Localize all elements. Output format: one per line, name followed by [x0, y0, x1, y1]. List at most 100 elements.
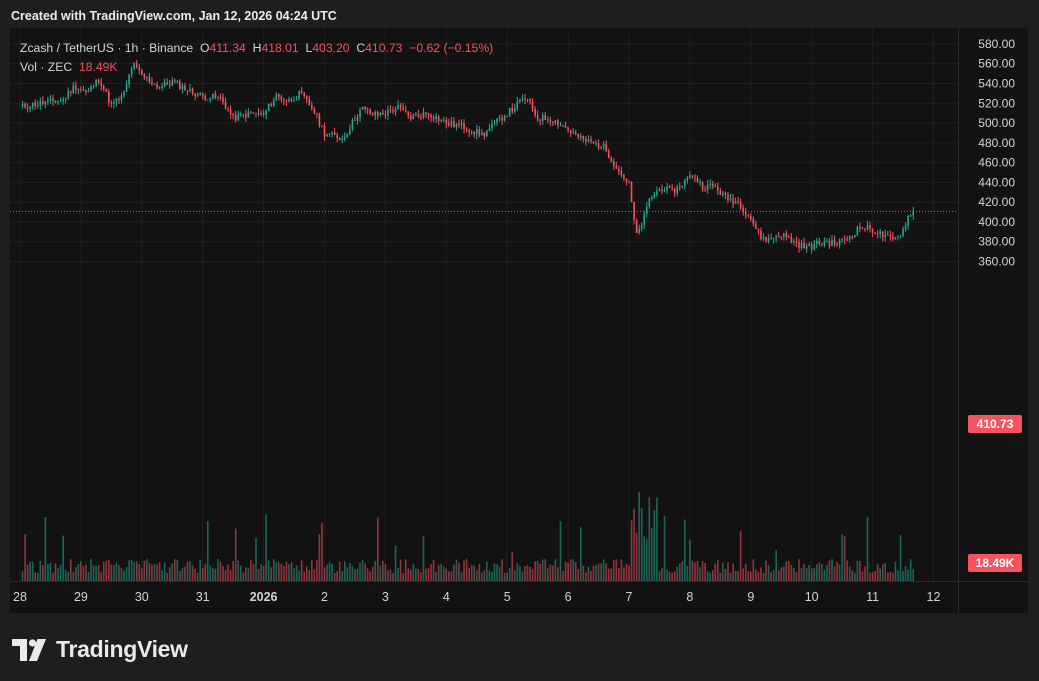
candle-body	[638, 228, 640, 233]
volume-bar	[826, 564, 828, 581]
volume-bar	[521, 571, 524, 581]
volume-bar	[399, 559, 402, 581]
candle-body	[587, 139, 590, 142]
candle-body	[458, 124, 460, 126]
candle-body	[597, 143, 600, 149]
candle-body	[498, 117, 501, 119]
candle-body	[270, 103, 273, 106]
candle-body	[120, 95, 123, 100]
candle-body	[737, 201, 739, 203]
time-tick-label: 31	[196, 590, 210, 604]
volume-bar	[97, 565, 100, 581]
chart-legend: Zcash / TetherUS · 1h · Binance O411.34 …	[20, 39, 493, 77]
volume-bar	[468, 567, 470, 581]
candle-body	[534, 109, 536, 116]
volume-bar	[108, 559, 110, 581]
volume-bar	[196, 572, 199, 581]
candle-body	[691, 175, 694, 177]
volume-bar	[701, 560, 704, 581]
candle-body	[909, 215, 912, 217]
volume-bar	[912, 568, 914, 581]
candle-body	[227, 108, 229, 110]
candle-body	[541, 115, 544, 121]
candle-body	[359, 109, 361, 118]
volume-bar	[704, 562, 706, 581]
tradingview-brand[interactable]: TradingView	[12, 636, 188, 663]
volume-bar	[146, 559, 148, 581]
candle-body	[572, 132, 574, 134]
candle-body	[371, 114, 374, 116]
volume-bar	[49, 562, 52, 581]
candle-body	[666, 186, 668, 191]
candle-body	[29, 107, 31, 109]
price-tick-label: 480.00	[978, 136, 1015, 150]
volume-bar	[26, 564, 29, 581]
candle-body	[859, 227, 861, 229]
volume-bar	[42, 565, 44, 581]
volume-bar	[344, 561, 346, 581]
candle-body	[31, 102, 34, 108]
volume-bar	[453, 564, 455, 581]
volume-bar	[491, 571, 493, 581]
candle-body	[782, 233, 785, 237]
volume-bar	[503, 572, 506, 581]
candle-body	[161, 86, 163, 88]
volume-bar	[130, 559, 133, 581]
volume-bar	[516, 563, 519, 581]
volume-bar	[579, 527, 582, 581]
candle-body	[851, 236, 854, 238]
volume-bar	[788, 561, 790, 581]
high-value: 418.01	[261, 41, 299, 55]
candle-body	[635, 220, 638, 233]
candle-body	[392, 110, 394, 112]
candle-body	[326, 134, 328, 137]
volume-bar	[823, 569, 826, 581]
candle-body	[384, 114, 387, 116]
candle-body	[496, 118, 498, 123]
candle-body	[902, 229, 904, 236]
volume-bar	[625, 564, 628, 581]
volume-bar	[412, 563, 415, 581]
volume-bar	[547, 568, 549, 581]
volume-bar	[384, 564, 387, 581]
volume-bar	[179, 570, 181, 581]
candle-body	[85, 90, 87, 93]
candle-body	[100, 82, 102, 87]
candle-body	[331, 132, 333, 134]
candle-body	[402, 107, 404, 111]
candle-body	[123, 91, 125, 96]
candle-body	[173, 80, 176, 82]
candle-body	[506, 116, 508, 118]
candle-body	[171, 80, 174, 85]
candle-body	[64, 98, 67, 100]
volume-bar	[737, 571, 739, 581]
volume-bar	[762, 572, 765, 581]
candle-body	[272, 99, 275, 106]
volume-bar	[298, 570, 300, 581]
candle-body	[508, 107, 511, 117]
volume-bar	[519, 566, 521, 581]
volume-bar	[722, 562, 724, 581]
candle-body	[361, 107, 364, 110]
candle-body	[747, 214, 750, 216]
volume-bar	[354, 569, 356, 581]
volume-bar	[640, 508, 643, 581]
symbol-label[interactable]: Zcash / TetherUS · 1h · Binance	[20, 41, 194, 55]
volume-label[interactable]: Vol · ZEC	[20, 60, 73, 74]
candle-body	[151, 82, 153, 85]
volume-bar	[113, 564, 115, 581]
candle-body	[184, 85, 186, 91]
candle-body	[750, 215, 752, 219]
price-chart-svg[interactable]: 580.00 560.00 540.00 520.00 500.00 480.00 460.…	[10, 28, 1028, 613]
candle-body	[407, 111, 410, 116]
volume-bar	[775, 550, 777, 581]
candle-body	[547, 119, 549, 121]
candle-body	[582, 136, 585, 139]
volume-bar	[572, 559, 574, 581]
volume-bar	[293, 568, 295, 581]
volume-bar	[587, 566, 590, 581]
volume-bar	[376, 517, 379, 581]
close-value: 410.73	[365, 41, 403, 55]
chart-frame[interactable]: 580.00 560.00 540.00 520.00 500.00 480.00 460.…	[10, 28, 1028, 613]
candle-body	[514, 108, 516, 112]
